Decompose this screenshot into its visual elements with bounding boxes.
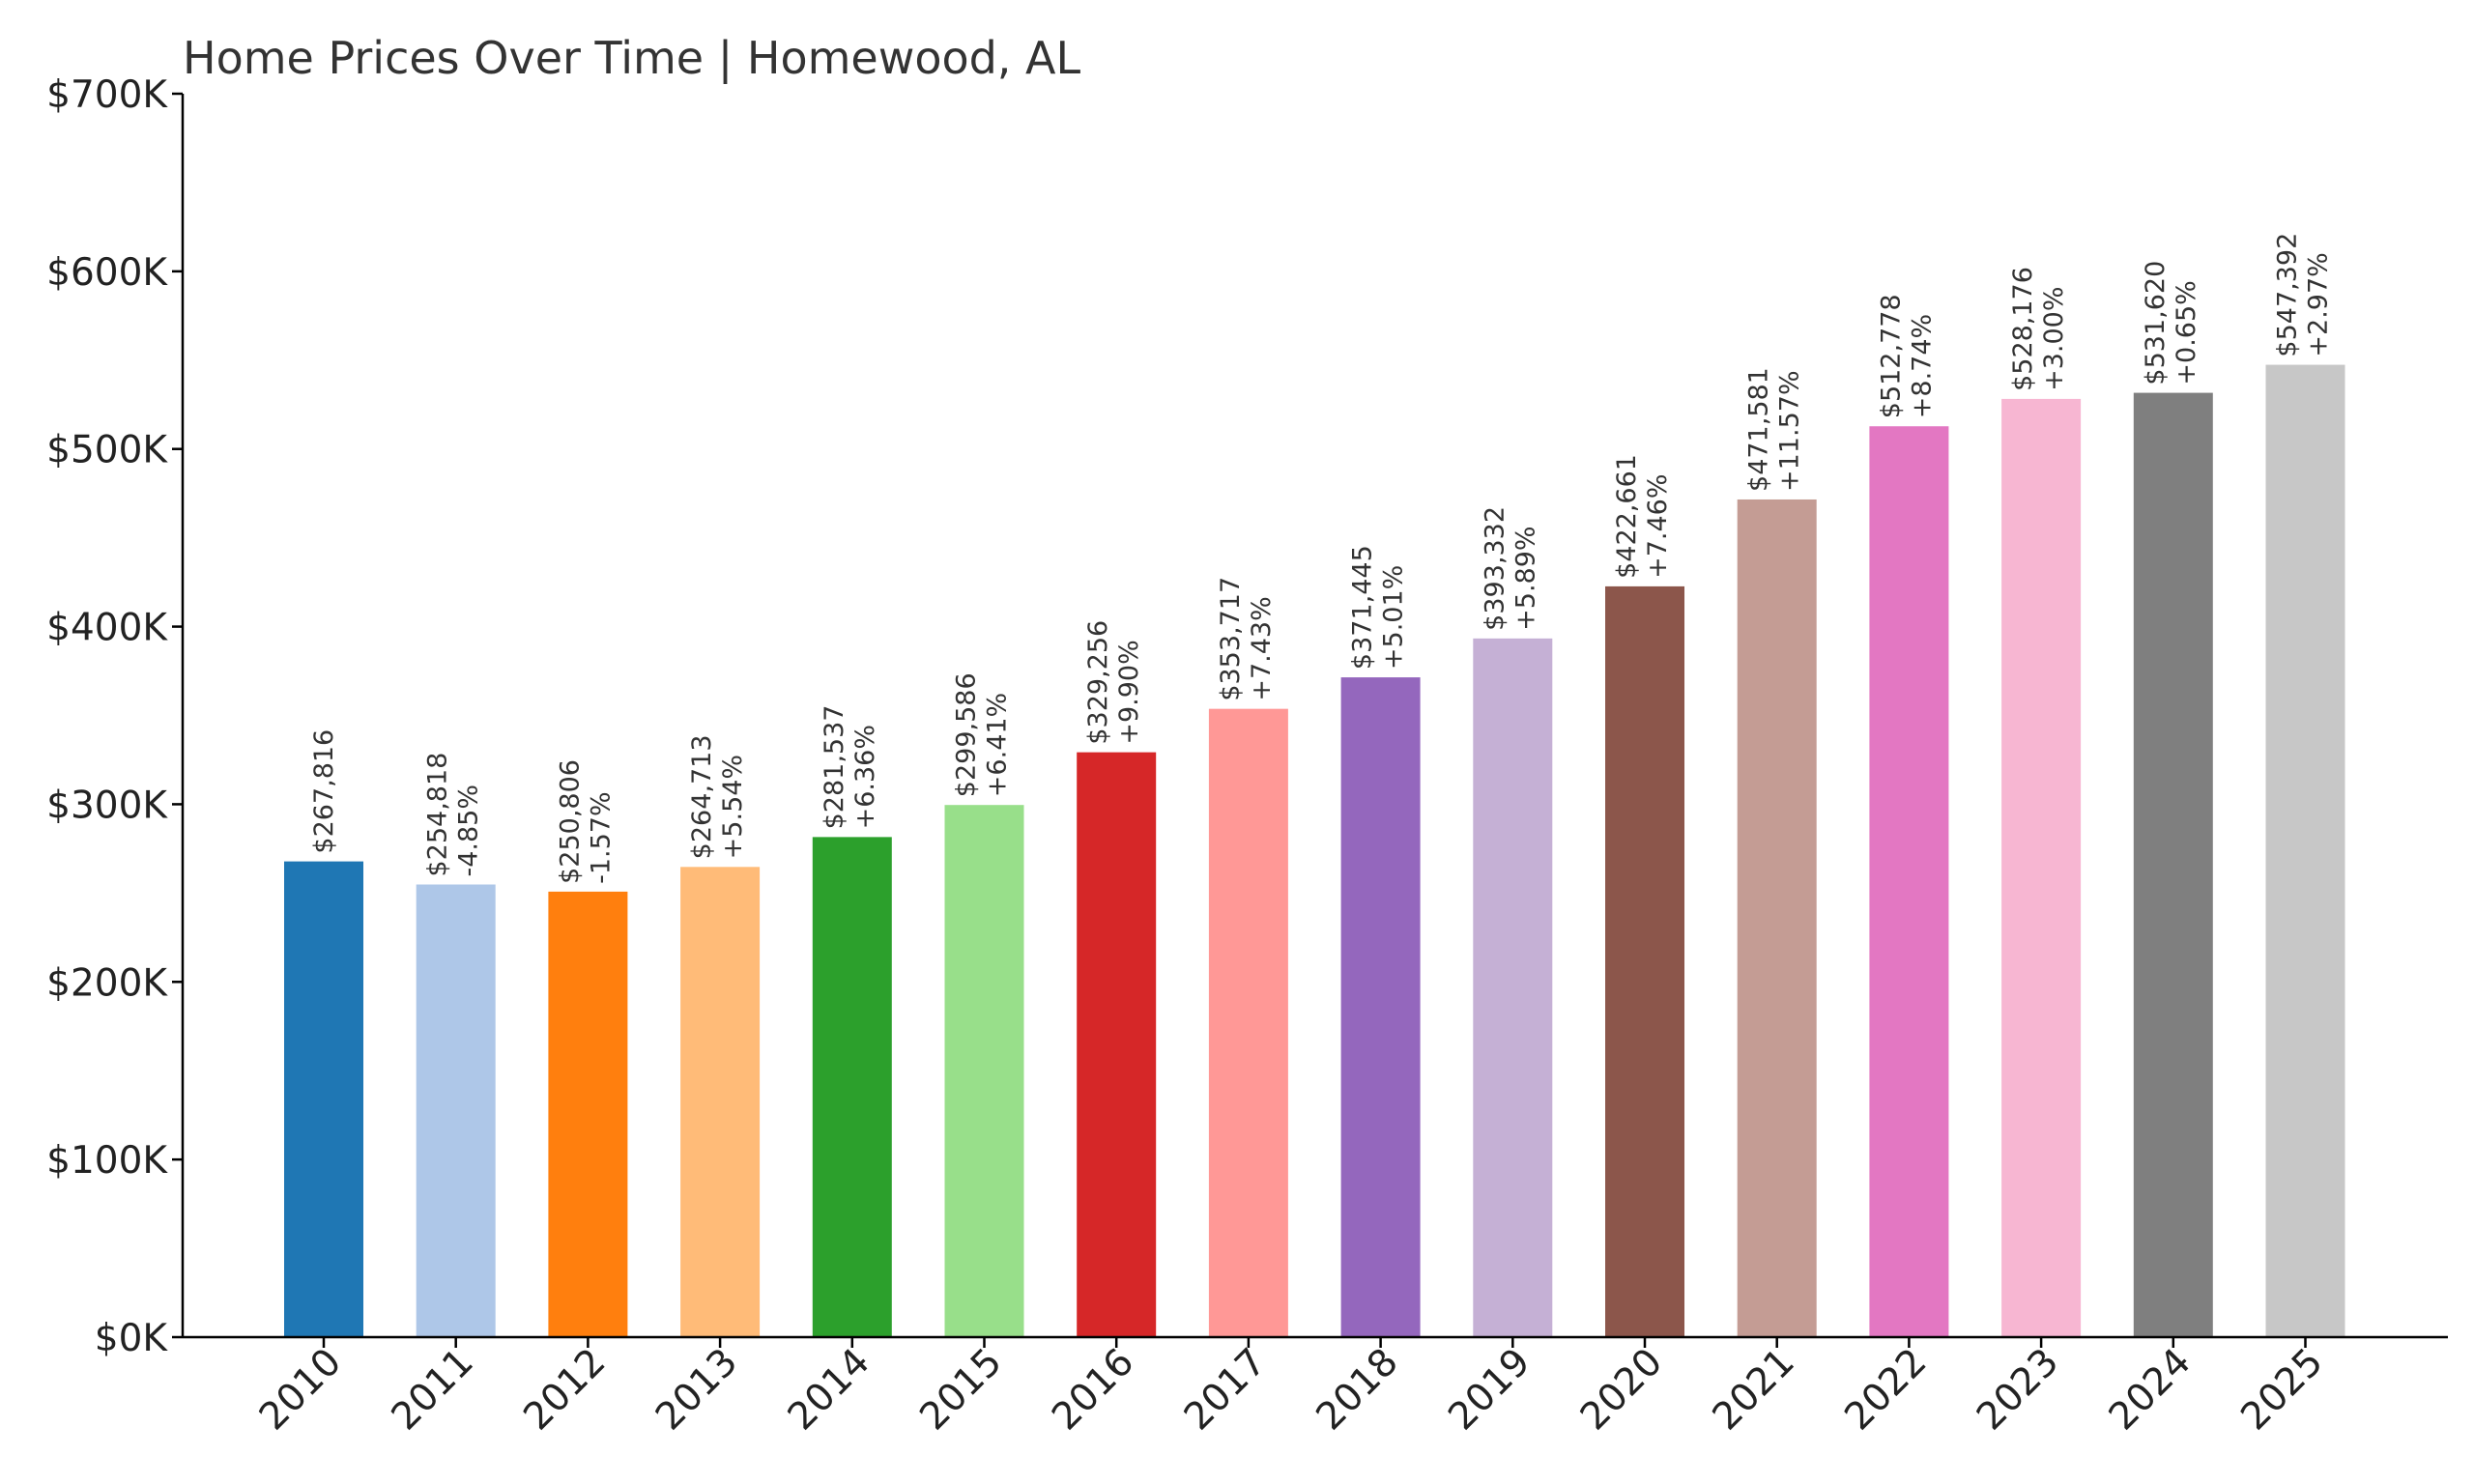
- bar-change-label: +0.65%: [2172, 280, 2201, 385]
- bar-2012: [548, 891, 628, 1337]
- x-tick-label: 2015: [912, 1340, 1011, 1439]
- bar-value-label: $371,445: [1348, 545, 1378, 670]
- bar-change-label: +7.46%: [1643, 474, 1673, 579]
- bar-change-label: +9.90%: [1114, 640, 1144, 744]
- bar-value-label: $353,717: [1216, 577, 1246, 701]
- bar-2010: [284, 861, 363, 1337]
- bar-2015: [944, 805, 1024, 1337]
- bar-2018: [1340, 677, 1421, 1337]
- bar-2020: [1605, 585, 1684, 1337]
- x-tick-label: 2010: [251, 1340, 350, 1439]
- bar-2017: [1208, 708, 1288, 1337]
- bar-change-label: +11.57%: [1775, 370, 1805, 492]
- x-tick-label: 2019: [1440, 1340, 1539, 1439]
- x-tick-label: 2012: [515, 1340, 614, 1439]
- bar-value-label: $299,586: [952, 672, 982, 797]
- y-axis-ticks: $0K $100K $200K $300K $400K $500K $600K $700K: [46, 73, 183, 1360]
- bar-value-label: $267,816: [309, 729, 339, 854]
- bar-change-label: +7.43%: [1247, 596, 1277, 700]
- bar-2011: [416, 884, 496, 1337]
- bar-value-label: $547,392: [2273, 233, 2303, 357]
- bar-value-label: $471,581: [1744, 367, 1774, 492]
- bar-change-label: +5.89%: [1510, 526, 1540, 630]
- bar-value-label: $531,620: [2141, 261, 2171, 385]
- x-axis-ticks: 2010 2011 2012 2013 2014 2015 2016 2017 2018 2019…: [251, 1337, 2332, 1439]
- bar-2021: [1737, 499, 1817, 1337]
- bar-change-label: +5.01%: [1379, 565, 1409, 670]
- bar-value-label: $281,537: [820, 705, 849, 830]
- bar-2013: [680, 867, 761, 1337]
- chart-title: Home Prices Over Time | Homewood, AL: [183, 32, 1081, 85]
- x-tick-label: 2020: [1572, 1340, 1671, 1439]
- bar-value-label: $329,256: [1083, 620, 1113, 745]
- bar-2025: [2265, 364, 2345, 1338]
- bar-value-label: $528,176: [2008, 267, 2038, 391]
- x-tick-label: 2022: [1836, 1340, 1935, 1439]
- x-tick-label: 2014: [780, 1340, 878, 1439]
- bar-2016: [1077, 752, 1157, 1337]
- x-tick-label: 2016: [1044, 1340, 1142, 1439]
- bar-2023: [2001, 398, 2082, 1337]
- bar-2022: [1869, 426, 1949, 1337]
- y-tick-label: $500K: [46, 429, 168, 472]
- bar-value-label: $264,713: [687, 734, 717, 859]
- bar-labels-group: $267,816 $254,818 -4.85% $250,806 -1.57% $264…: [309, 233, 2334, 884]
- bar-2024: [2133, 392, 2213, 1338]
- bar-value-label: $422,661: [1612, 454, 1642, 579]
- bar-change-label: +8.74%: [1907, 314, 1937, 418]
- x-tick-label: 2013: [647, 1340, 746, 1439]
- bar-change-label: +2.97%: [2304, 252, 2334, 357]
- bar-change-label: +6.36%: [850, 725, 880, 829]
- bar-change-label: -4.85%: [454, 785, 484, 877]
- bars-group: [284, 364, 2345, 1338]
- bar-value-label: $512,778: [1876, 294, 1906, 418]
- y-tick-label: $600K: [46, 251, 168, 295]
- y-tick-label: $0K: [95, 1317, 169, 1360]
- y-tick-label: $100K: [46, 1139, 168, 1183]
- x-tick-label: 2024: [2101, 1340, 2200, 1439]
- bar-change-label: +6.41%: [983, 693, 1013, 797]
- x-tick-label: 2025: [2233, 1340, 2332, 1439]
- bar-change-label: +3.00%: [2039, 287, 2069, 391]
- x-tick-label: 2017: [1176, 1340, 1275, 1439]
- y-tick-label: $300K: [46, 784, 168, 827]
- y-tick-label: $400K: [46, 607, 168, 650]
- bar-2019: [1473, 638, 1553, 1337]
- bar-change-label: -1.57%: [586, 791, 616, 884]
- bar-change-label: +5.54%: [718, 755, 748, 859]
- x-tick-label: 2021: [1705, 1340, 1803, 1439]
- y-tick-label: $200K: [46, 961, 168, 1005]
- x-tick-label: 2018: [1309, 1340, 1407, 1439]
- bar-value-label: $393,332: [1480, 506, 1510, 631]
- x-tick-label: 2011: [384, 1340, 482, 1439]
- bar-2014: [812, 837, 892, 1337]
- bar-value-label: $254,818: [423, 753, 453, 877]
- x-tick-label: 2023: [1969, 1340, 2067, 1439]
- y-tick-label: $700K: [46, 73, 168, 117]
- bar-value-label: $250,806: [555, 759, 585, 884]
